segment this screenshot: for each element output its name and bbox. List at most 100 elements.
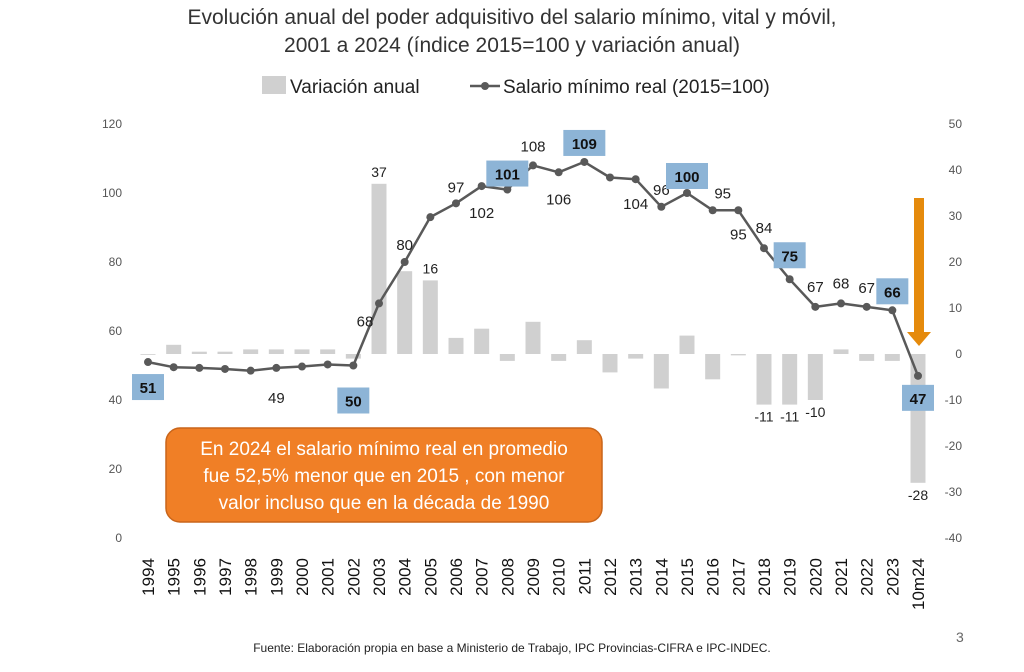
bar-2014	[653, 354, 669, 389]
line-data-label: 67	[858, 280, 875, 297]
line-point-2009	[529, 161, 537, 170]
bar-1998	[243, 349, 259, 354]
category-label-2007: 2007	[473, 558, 492, 596]
line-data-label: 68	[357, 313, 374, 330]
source-note: Fuente: Elaboración propia en base a Min…	[253, 641, 771, 655]
bar-2013	[628, 354, 644, 359]
bar-1996	[191, 351, 207, 354]
category-label-2011: 2011	[575, 558, 594, 595]
bar-2006	[448, 337, 464, 354]
line-point-1996	[195, 363, 204, 372]
category-label-1996: 1996	[190, 558, 209, 596]
line-point-2021	[837, 299, 845, 308]
bar-data-label: 16	[423, 260, 439, 276]
category-label-1994: 1994	[139, 558, 158, 596]
callout-background	[165, 427, 603, 523]
line-point-2008	[503, 185, 512, 194]
left-axis-tick-label: 120	[102, 117, 122, 131]
category-label-2013: 2013	[627, 558, 646, 596]
right-axis-tick-label: -40	[945, 531, 963, 545]
line-data-label: 95	[714, 185, 731, 202]
line-point-2022	[862, 302, 871, 311]
category-label-2019: 2019	[781, 558, 800, 596]
bar-2003	[371, 183, 387, 354]
right-axis-tick-label: -10	[945, 393, 963, 407]
line-point-2012	[606, 173, 614, 182]
category-label-1997: 1997	[216, 558, 235, 596]
line-point-2016	[708, 206, 717, 215]
bar-1999	[268, 349, 284, 354]
right-axis-tick-label: 20	[949, 255, 963, 269]
category-label-2015: 2015	[678, 558, 697, 596]
highlight-label-box	[337, 387, 370, 414]
category-label-2003: 2003	[370, 558, 389, 596]
left-axis-tick-label: 60	[109, 324, 123, 338]
line-data-label: 80	[396, 237, 413, 254]
chart-title-line-2: 2001 a 2024 (índice 2015=100 y variación…	[284, 34, 740, 57]
bar-2000	[294, 349, 310, 354]
left-axis-tick-label: 80	[109, 255, 123, 269]
line-data-label: 51	[140, 380, 157, 397]
category-label-1995: 1995	[165, 558, 184, 596]
right-axis-tick-label: 30	[949, 209, 963, 223]
bar-2005	[422, 280, 438, 354]
category-label-2010: 2010	[550, 558, 569, 596]
bar-data-label: -28	[908, 487, 928, 503]
right-axis-tick-label: 50	[949, 117, 963, 131]
line-point-2003	[375, 299, 383, 308]
category-label-2020: 2020	[806, 558, 825, 596]
line-series	[144, 157, 922, 380]
bar-2015	[679, 335, 695, 354]
bar-data-label: 37	[371, 164, 387, 180]
highlight-label-box	[902, 384, 934, 411]
line-data-label: 97	[448, 179, 465, 196]
highlight-label-box	[486, 160, 529, 187]
bar-data-label: -10	[805, 404, 825, 420]
callout-line-3: valor incluso que en la década de 1990	[219, 493, 550, 514]
line-data-label: 50	[345, 394, 362, 411]
bar-1994	[140, 354, 156, 355]
category-label-2016: 2016	[704, 558, 723, 596]
line-point-2007	[477, 182, 486, 191]
category-label-2018: 2018	[755, 558, 774, 596]
line-point-2006	[452, 199, 460, 208]
callout-box: En 2024 el salario mínimo real en promed…	[165, 427, 603, 523]
left-axis-tick-label: 0	[115, 531, 122, 545]
bar-2018	[756, 354, 772, 405]
category-label-2001: 2001	[319, 558, 338, 596]
category-label-2022: 2022	[858, 558, 877, 596]
right-axis-tick-label: -30	[945, 485, 963, 499]
bar-2021	[833, 349, 849, 354]
right-axis-tick-label: 10	[949, 301, 963, 315]
category-label-2002: 2002	[344, 558, 363, 596]
line-point-2015	[683, 189, 691, 197]
bar-2012	[602, 354, 618, 373]
bar-2023	[884, 354, 900, 361]
bar-2022	[859, 354, 875, 361]
bar-2009	[525, 321, 541, 354]
bar-1995	[166, 344, 182, 354]
line-data-label: 68	[833, 275, 850, 292]
line-point-2010	[554, 168, 563, 177]
arrow-head	[907, 332, 931, 346]
legend-line-label: Salario mínimo real (2015=100)	[503, 77, 770, 98]
line-data-label: 96	[653, 182, 670, 199]
left-axis-tick-label: 100	[102, 186, 122, 200]
category-label-2005: 2005	[421, 558, 440, 596]
highlight-label-box	[132, 374, 164, 401]
line-data-label: 106	[546, 191, 571, 208]
highlight-label-box	[563, 129, 606, 156]
category-label-2017: 2017	[729, 558, 748, 596]
category-label-2004: 2004	[396, 558, 415, 596]
line-point-2002	[349, 361, 358, 370]
line-point-1997	[221, 364, 229, 373]
chart-title-line-1: Evolución anual del poder adquisitivo de…	[188, 6, 837, 29]
line-point-2023	[888, 306, 897, 315]
line-point-2020	[811, 302, 820, 311]
line-point-2011	[580, 157, 589, 166]
line-point-1994	[144, 358, 152, 367]
line-point-2018	[760, 244, 768, 253]
bar-2002	[345, 354, 361, 359]
bar-2001	[320, 349, 336, 354]
right-axis-tick-label: 40	[949, 163, 963, 177]
